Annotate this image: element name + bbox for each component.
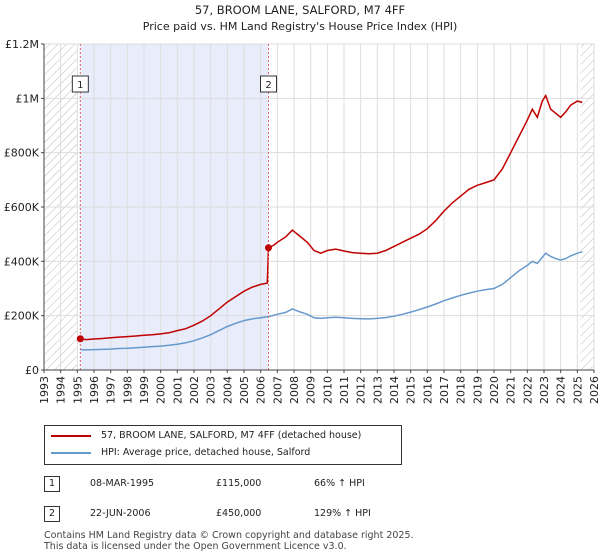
sale-date: 22-JUN-2006 <box>90 508 151 519</box>
sale-number-badge: 2 <box>44 506 60 522</box>
x-tick-label: 2011 <box>338 376 351 404</box>
hpi-series-line <box>80 251 583 351</box>
x-tick-label: 1996 <box>88 376 101 404</box>
sale-number-badge: 1 <box>44 476 60 492</box>
x-tick-label: 2026 <box>588 376 600 404</box>
x-tick-label: 2023 <box>538 376 551 404</box>
legend-label-hpi: HPI: Average price, detached house, Salf… <box>101 447 311 458</box>
marker-box-2 <box>260 75 277 93</box>
footer-line-licence: This data is licensed under the Open Gov… <box>44 541 347 552</box>
marker-label-1: 1 <box>77 80 83 91</box>
sale-point-1 <box>76 335 84 343</box>
x-tick-label: 1997 <box>105 376 118 404</box>
sale-row: 2 22-JUN-2006 £450,000 129% ↑ HPI <box>44 506 444 524</box>
y-tick-label: £200K <box>4 310 40 323</box>
footer-line-copyright: Contains HM Land Registry data © Crown c… <box>44 530 414 541</box>
x-tick-label: 2007 <box>271 376 284 404</box>
property-series-line <box>80 93 583 341</box>
x-tick-label: 2003 <box>205 376 218 404</box>
y-tick-label: £1.2M <box>5 38 39 51</box>
x-tick-label: 2022 <box>521 376 534 404</box>
x-tick-label: 2005 <box>238 376 251 404</box>
y-tick-label: £1M <box>16 92 40 105</box>
price-chart: 57, BROOM LANE, SALFORD, M7 4FF Price pa… <box>4 3 600 404</box>
sale-price: £450,000 <box>216 508 262 519</box>
y-tick-label: £800K <box>4 147 40 160</box>
x-tick-label: 2016 <box>421 376 434 404</box>
x-tick-label: 1993 <box>38 376 51 404</box>
x-tick-label: 2013 <box>371 376 384 404</box>
x-tick-label: 2010 <box>321 376 334 404</box>
x-tick-label: 1995 <box>71 376 84 404</box>
chart-subtitle: Price paid vs. HM Land Registry's House … <box>143 20 458 33</box>
x-tick-label: 1998 <box>121 376 134 404</box>
x-tick-label: 2021 <box>505 376 518 404</box>
x-tick-label: 2008 <box>288 376 301 404</box>
legend-swatch-property <box>51 435 91 437</box>
sale-price: £115,000 <box>216 478 262 489</box>
legend-swatch-hpi <box>51 452 91 454</box>
footer-note: Contains HM Land Registry data © Crown c… <box>44 530 414 552</box>
y-tick-label: £600K <box>4 201 40 214</box>
y-tick-label: £400K <box>4 255 40 268</box>
sale-row: 1 08-MAR-1995 £115,000 66% ↑ HPI <box>44 476 444 494</box>
x-tick-label: 2014 <box>388 376 401 404</box>
sale-hpi-change: 66% ↑ HPI <box>314 478 365 489</box>
x-tick-label: 2001 <box>171 376 184 404</box>
x-tick-label: 2020 <box>488 376 501 404</box>
x-tick-label: 2009 <box>305 376 318 404</box>
marker-label-2: 2 <box>265 80 271 91</box>
x-tick-label: 2002 <box>188 376 201 404</box>
x-tick-label: 1999 <box>138 376 151 404</box>
x-tick-label: 2019 <box>471 376 484 404</box>
x-tick-label: 2017 <box>438 376 451 404</box>
chart-legend: 57, BROOM LANE, SALFORD, M7 4FF (detache… <box>44 425 402 465</box>
x-tick-label: 2018 <box>455 376 468 404</box>
x-tick-label: 2024 <box>555 376 568 404</box>
sale-hpi-change: 129% ↑ HPI <box>314 508 371 519</box>
sale-date: 08-MAR-1995 <box>90 478 155 489</box>
marker-box-1 <box>71 75 89 93</box>
x-tick-label: 2025 <box>571 376 584 404</box>
x-tick-label: 1994 <box>55 376 68 404</box>
x-tick-label: 2006 <box>255 376 268 404</box>
sale-point-2 <box>265 244 272 252</box>
y-tick-label: £0 <box>25 364 39 377</box>
x-tick-label: 2015 <box>405 376 418 404</box>
legend-label-property: 57, BROOM LANE, SALFORD, M7 4FF (detache… <box>101 430 362 441</box>
chart-title: 57, BROOM LANE, SALFORD, M7 4FF <box>195 3 405 17</box>
x-tick-label: 2012 <box>355 376 368 404</box>
x-tick-label: 2004 <box>221 376 234 404</box>
x-tick-label: 2000 <box>155 376 168 404</box>
